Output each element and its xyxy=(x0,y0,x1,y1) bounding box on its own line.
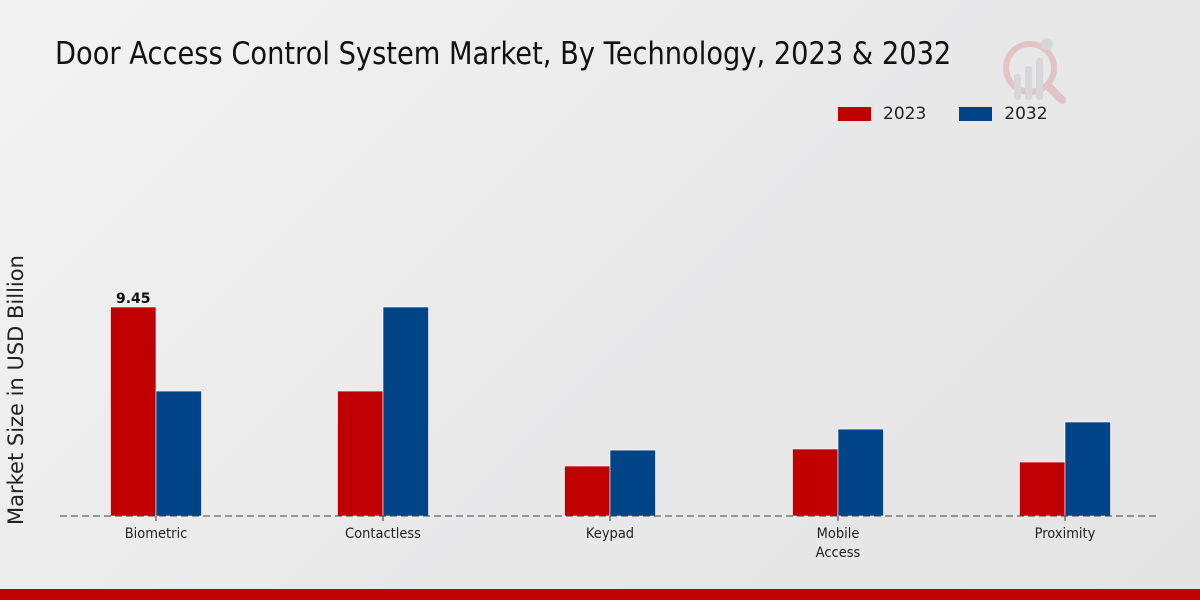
legend-swatch-2023 xyxy=(838,107,871,121)
x-tick-label-2: Keypad xyxy=(586,525,634,542)
legend-label-2023: 2023 xyxy=(883,104,927,124)
bar-2032-0 xyxy=(155,390,202,517)
bar-2023-1 xyxy=(337,390,384,517)
bar-2032-3 xyxy=(837,428,884,517)
legend-item-2032: 2032 xyxy=(959,104,1048,124)
bar-2023-4 xyxy=(1019,461,1066,517)
bar-2023-0 xyxy=(110,306,157,517)
bar-2023-3 xyxy=(792,448,839,517)
legend: 2023 2032 xyxy=(838,104,1081,124)
legend-swatch-2032 xyxy=(959,107,993,121)
x-tick-label-0: Biometric xyxy=(125,525,188,542)
watermark-logo-icon xyxy=(1003,38,1066,104)
legend-label-2032: 2032 xyxy=(1004,104,1048,124)
x-tick-label-1: Contactless xyxy=(345,525,421,542)
legend-item-2023: 2023 xyxy=(838,104,926,124)
bar-2023-2 xyxy=(564,465,611,517)
bar-2032-2 xyxy=(609,449,656,517)
x-tick-label-3-line-1: Access xyxy=(816,544,861,561)
footer-bar xyxy=(0,589,1200,600)
data-label-0: 9.45 xyxy=(116,291,151,307)
chart-title: Door Access Control System Market, By Te… xyxy=(55,36,952,72)
bar-2032-4 xyxy=(1064,421,1111,517)
bar-2032-1 xyxy=(382,306,429,517)
x-tick-label-4: Proximity xyxy=(1035,525,1096,542)
x-tick-label-3-line-0: Mobile xyxy=(817,525,860,542)
